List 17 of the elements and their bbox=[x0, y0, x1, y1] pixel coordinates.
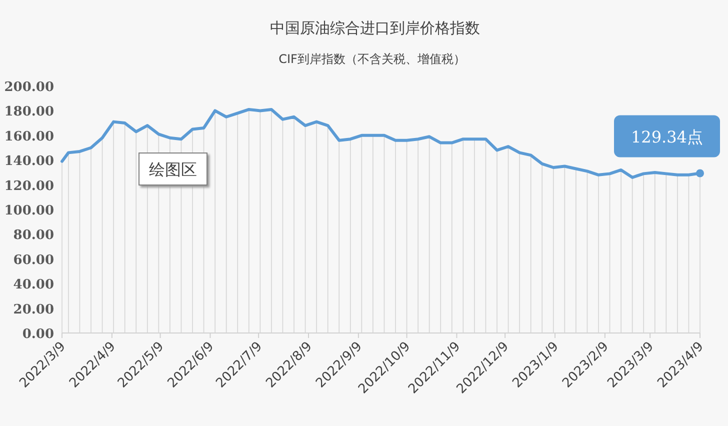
y-tick-label: 60.00 bbox=[13, 252, 54, 268]
chart-subtitle: CIF到岸指数（不含关税、增值税） bbox=[278, 52, 466, 66]
y-tick-label: 200.00 bbox=[4, 80, 54, 95]
y-tick-label: 20.00 bbox=[13, 302, 54, 318]
y-tick-label: 140.00 bbox=[4, 154, 54, 170]
y-tick-label: 120.00 bbox=[4, 178, 54, 194]
annotation: 129.34点 bbox=[631, 127, 703, 146]
y-tick-label: 80.00 bbox=[13, 228, 54, 244]
y-tick-label: 180.00 bbox=[4, 104, 54, 120]
y-tick-label: 160.00 bbox=[4, 129, 54, 144]
y-tick-label: 100.00 bbox=[4, 204, 54, 218]
label-box: 129.34点 bbox=[614, 115, 720, 158]
y-tick-label: 0.00 bbox=[22, 327, 54, 342]
y-tick-label: 40.00 bbox=[13, 278, 54, 293]
chart-title: 中国原油综合进口到岸价格指数 bbox=[270, 19, 480, 37]
tooltip-box: 绘图区 bbox=[138, 152, 208, 186]
annotation: 绘图区 bbox=[149, 160, 197, 179]
